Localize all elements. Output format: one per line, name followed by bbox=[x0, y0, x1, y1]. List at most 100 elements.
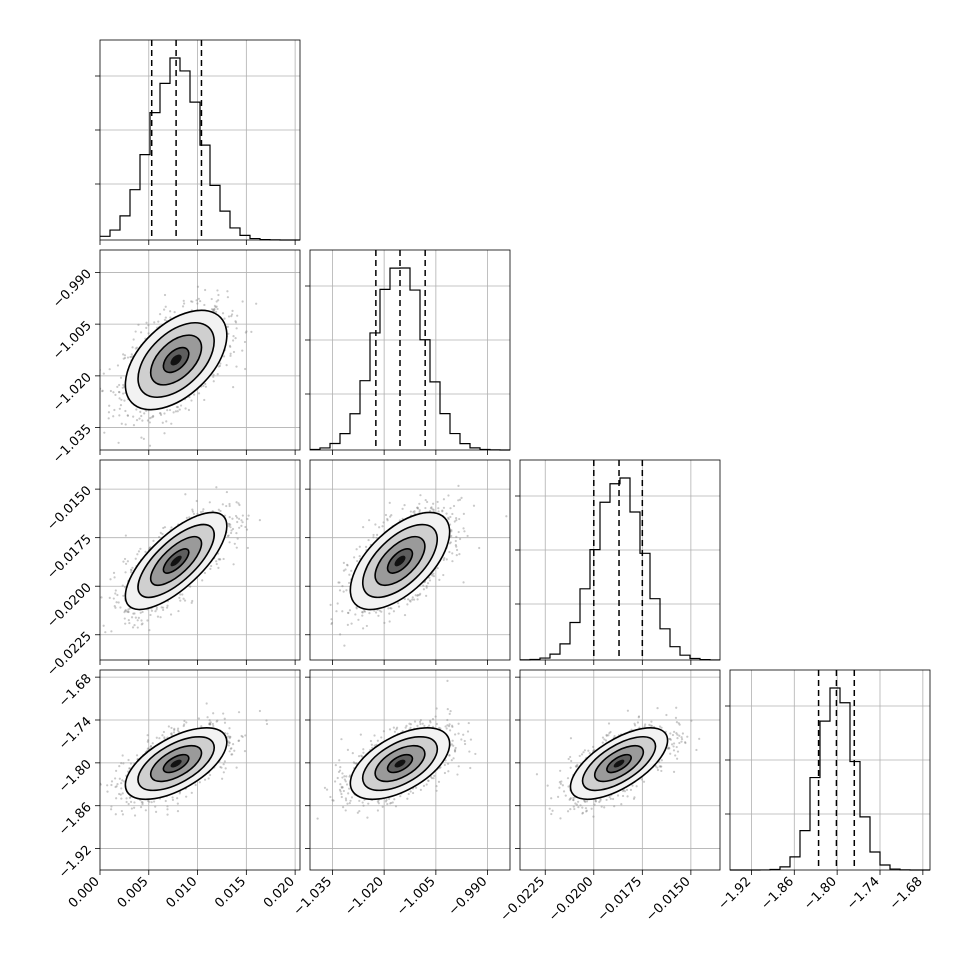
scatter-point bbox=[118, 792, 121, 796]
scatter-point bbox=[438, 578, 441, 581]
scatter-point bbox=[148, 417, 152, 420]
scatter-point bbox=[146, 740, 149, 743]
axes-frame bbox=[99, 249, 301, 451]
scatter-point bbox=[450, 530, 453, 533]
scatter-point bbox=[124, 562, 128, 565]
scatter-point bbox=[176, 406, 180, 409]
scatter-point bbox=[115, 785, 118, 788]
contour-line bbox=[349, 511, 451, 611]
scatter-point bbox=[140, 619, 143, 622]
scatter-point bbox=[607, 734, 610, 737]
scatter-point bbox=[214, 306, 217, 309]
x-tick-label: −1.020 bbox=[342, 874, 387, 919]
scatter-point bbox=[96, 810, 98, 812]
scatter-point bbox=[372, 533, 375, 537]
scatter-point bbox=[225, 364, 228, 367]
scatter-point bbox=[419, 722, 422, 726]
scatter-point bbox=[235, 365, 238, 368]
scatter-point bbox=[621, 789, 625, 793]
scatter-point bbox=[467, 721, 470, 725]
scatter-point bbox=[584, 800, 587, 803]
scatter-point bbox=[438, 726, 441, 729]
scatter-point bbox=[650, 720, 653, 723]
scatter-point bbox=[414, 594, 417, 597]
scatter-point bbox=[139, 611, 142, 614]
scatter-point bbox=[124, 423, 127, 426]
scatter-point bbox=[150, 609, 154, 612]
scatter-point bbox=[416, 506, 419, 509]
scatter-point bbox=[192, 512, 196, 516]
scatter-point bbox=[159, 616, 162, 619]
scatter-point bbox=[637, 715, 641, 718]
scatter-point bbox=[344, 797, 348, 800]
scatter-point bbox=[660, 726, 663, 729]
scatter-point bbox=[448, 550, 451, 554]
scatter-point bbox=[426, 500, 429, 504]
scatter-point bbox=[176, 410, 179, 413]
scatter-point bbox=[332, 799, 335, 802]
scatter-point bbox=[432, 572, 435, 575]
scatter-point bbox=[159, 413, 163, 417]
scatter-point bbox=[341, 806, 345, 809]
scatter-point bbox=[348, 787, 351, 790]
contour-line bbox=[124, 511, 228, 611]
scatter-point bbox=[120, 398, 123, 401]
scatter-point bbox=[244, 525, 247, 529]
scatter-point bbox=[605, 733, 608, 737]
scatter-point bbox=[581, 811, 585, 814]
scatter-point bbox=[220, 766, 223, 769]
scatter-point bbox=[215, 305, 218, 308]
scatter-point bbox=[674, 754, 677, 757]
scatter-point bbox=[416, 593, 420, 597]
contour-line bbox=[593, 744, 645, 783]
scatter-point bbox=[583, 749, 586, 752]
scatter-point bbox=[139, 547, 142, 550]
scatter-point bbox=[226, 534, 229, 538]
contour-line bbox=[149, 334, 203, 386]
scatter-point bbox=[139, 410, 142, 413]
scatter-point bbox=[374, 611, 378, 614]
scatter-point bbox=[136, 553, 139, 556]
scatter-point bbox=[201, 510, 204, 513]
scatter-point bbox=[355, 607, 358, 610]
scatter-point bbox=[432, 575, 436, 578]
scatter-point bbox=[127, 802, 130, 806]
scatter-point bbox=[140, 623, 143, 626]
scatter-point bbox=[161, 532, 164, 536]
scatter-point bbox=[401, 507, 404, 510]
scatter-point bbox=[196, 285, 200, 288]
scatter-point bbox=[137, 616, 140, 619]
scatter-point bbox=[175, 405, 178, 409]
scatter-point bbox=[133, 806, 136, 809]
scatter-point bbox=[126, 414, 129, 417]
scatter-point bbox=[452, 744, 455, 747]
scatter-point bbox=[450, 743, 453, 746]
scatter-point bbox=[244, 331, 247, 334]
scatter-point bbox=[237, 739, 241, 742]
scatter-point bbox=[161, 734, 164, 737]
scatter-point bbox=[346, 611, 350, 614]
scatter-point bbox=[222, 771, 225, 774]
scatter-point bbox=[431, 574, 434, 577]
scatter-point bbox=[672, 742, 676, 745]
scatter-point bbox=[91, 643, 93, 645]
x-tick-label: 0.015 bbox=[212, 874, 249, 911]
scatter-point bbox=[407, 598, 410, 601]
scatter-point bbox=[246, 546, 249, 550]
scatter-point bbox=[442, 558, 445, 561]
scatter-point bbox=[425, 586, 428, 589]
scatter-point bbox=[458, 537, 462, 541]
scatter-point bbox=[384, 800, 387, 803]
scatter-point bbox=[397, 605, 401, 608]
scatter-point bbox=[390, 514, 393, 517]
scatter-point bbox=[585, 809, 588, 812]
contour-line bbox=[349, 727, 451, 801]
scatter-point bbox=[133, 612, 136, 615]
scatter-point bbox=[237, 711, 241, 714]
y-tick-label: −1.020 bbox=[50, 370, 95, 415]
scatter-point bbox=[462, 512, 465, 515]
scatter-point bbox=[124, 571, 127, 574]
scatter-point bbox=[669, 738, 672, 741]
scatter-point bbox=[221, 503, 224, 506]
scatter-point bbox=[435, 722, 438, 726]
